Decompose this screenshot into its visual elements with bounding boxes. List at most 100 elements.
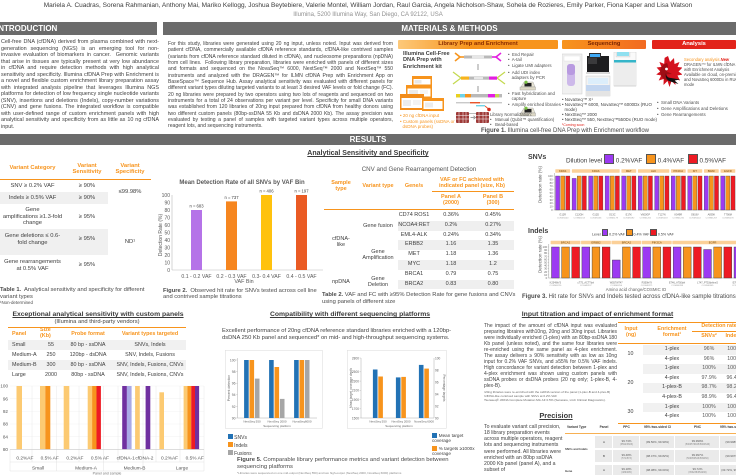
svg-text:Mean target coverage depth: Mean target coverage depth [349,368,353,408]
svg-text:1500: 1500 [352,416,359,420]
svg-text:1900: 1900 [352,398,359,402]
svg-text:0: 0 [167,268,170,274]
svg-text:0.5% AF: 0.5% AF [41,456,59,462]
svg-text:2100: 2100 [352,389,359,393]
svg-text:100: 100 [435,356,441,360]
svg-text:100: 100 [162,193,171,199]
svg-text:n = 197: n = 197 [294,189,309,194]
svg-text:84: 84 [3,434,9,439]
svg-text:COSM1140: COSM1140 [557,217,569,219]
svg-text:0.5% AF: 0.5% AF [186,456,204,462]
svg-text:98: 98 [232,370,236,374]
svg-text:W557W747: W557W747 [610,282,624,285]
svg-text:ALK: ALK [651,169,656,173]
svg-text:100: 100 [0,384,8,389]
svg-text:40: 40 [164,238,170,244]
svg-text:L747_P753delinsS: L747_P753delinsS [697,282,718,285]
svg-text:96: 96 [3,396,9,401]
svg-text:10: 10 [550,205,554,209]
svg-text:A839K: A839K [708,214,716,217]
svg-text:70: 70 [544,254,548,258]
svg-text:E746_A750del: E746_A750del [669,282,686,285]
svg-text:70: 70 [550,184,554,188]
svg-text:20: 20 [544,270,548,274]
svg-text:2800: 2800 [352,356,359,360]
svg-text:20: 20 [164,253,170,259]
svg-text:COSM6271: COSM6271 [641,285,654,287]
svg-text:Medium-B: Medium-B [124,466,146,472]
svg-text:Panel and sample: Panel and sample [93,472,122,475]
svg-text:98: 98 [435,368,439,372]
svg-text:60: 60 [164,223,170,229]
svg-text:COSM1205: COSM1205 [640,217,652,219]
svg-text:ERBB2: ERBB2 [591,241,601,245]
svg-text:NextSeq 2000: NextSeq 2000 [267,420,286,424]
svg-text:Percent detection: Percent detection [227,375,231,402]
svg-text:V600GP: V600GP [641,214,651,217]
svg-text:BRCA2: BRCA2 [561,241,571,245]
svg-text:E17K: E17K [626,214,632,217]
svg-text:PIK3CA: PIK3CA [673,169,683,173]
svg-text:0.1 - 0.2 VAF: 0.1 - 0.2 VAF [181,274,211,280]
svg-text:G13C: G13C [609,214,616,217]
svg-text:COSM1179: COSM1179 [607,217,619,219]
svg-text:Medium-A: Medium-A [75,466,98,472]
svg-text:80: 80 [164,208,170,214]
svg-text:88: 88 [3,422,9,427]
svg-text:R350fs*9: R350fs*9 [642,282,653,285]
svg-text:K549R: K549R [674,214,682,217]
svg-text:40: 40 [544,264,548,268]
svg-text:30: 30 [544,267,548,271]
svg-text:E7L_I759: E7L_I759 [733,282,736,285]
svg-text:COSM1257: COSM1257 [706,217,718,219]
svg-text:20: 20 [550,201,554,205]
svg-text:0: 0 [546,276,548,280]
svg-text:2500: 2500 [352,370,359,374]
svg-text:n = 737: n = 737 [224,195,239,200]
svg-text:cfDNA-1: cfDNA-1 [117,456,135,462]
svg-text:94: 94 [232,393,236,397]
svg-text:92: 92 [435,404,439,408]
svg-text:EGFR: EGFR [709,241,717,245]
svg-text:30: 30 [164,245,170,251]
svg-text:92: 92 [3,409,9,414]
svg-text:COSM1192: COSM1192 [623,217,635,219]
svg-text:Small: Small [32,466,44,472]
svg-text:0: 0 [551,208,553,212]
svg-text:0.3- 0.4 VAF: 0.3- 0.4 VAF [252,274,281,280]
svg-text:90: 90 [544,248,548,252]
svg-text:COSM6288: COSM6288 [671,285,684,287]
svg-text:92: 92 [232,405,236,409]
svg-text:70: 70 [164,215,170,221]
svg-text:COSM1231: COSM1231 [673,217,685,219]
svg-text:T127N: T127N [658,214,666,217]
svg-text:80: 80 [544,251,548,255]
svg-text:COSM6254: COSM6254 [610,285,623,287]
svg-text:COSM1218: COSM1218 [656,217,668,219]
svg-text:0.4 - 0.5 VAF: 0.4 - 0.5 VAF [286,274,316,280]
svg-text:NextSeq 2000: NextSeq 2000 [391,420,410,424]
svg-text:80: 80 [550,181,554,185]
svg-text:cT75_ACTTdel: cT75_ACTTdel [578,282,595,285]
svg-text:Sequencing platform: Sequencing platform [385,424,413,428]
svg-text:100: 100 [543,245,548,249]
svg-text:NovaSeq6000: NovaSeq6000 [292,420,311,424]
svg-text:90: 90 [435,416,439,420]
svg-text:PIK3CA: PIK3CA [652,241,662,245]
svg-text:60: 60 [550,188,554,192]
svg-text:n = 406: n = 406 [259,189,274,194]
svg-text:COSM1166: COSM1166 [590,217,602,219]
svg-text:100: 100 [230,358,236,362]
svg-text:2300: 2300 [352,379,359,383]
svg-text:K2549fs*3: K2549fs*3 [550,282,562,285]
svg-text:NovaSeq 6000: NovaSeq 6000 [414,420,434,424]
svg-text:COSM6305: COSM6305 [702,285,715,287]
svg-text:NextSeq 550: NextSeq 550 [369,420,387,424]
svg-text:96: 96 [435,380,439,384]
svg-text:30: 30 [550,198,554,202]
svg-text:COSM6237: COSM6237 [580,285,593,287]
svg-text:C12GH: C12GH [575,214,584,217]
svg-text:cfDNA-2: cfDNA-2 [135,456,153,462]
svg-text:EGFR: EGFR [724,169,732,173]
svg-text:COSM6322: COSM6322 [732,285,736,287]
